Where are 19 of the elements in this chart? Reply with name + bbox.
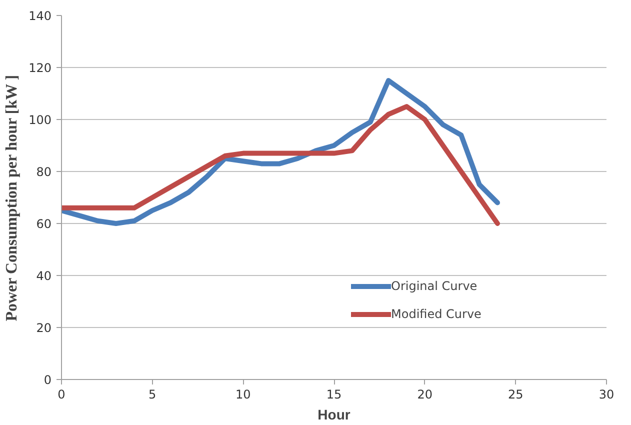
x-tick-label: 10: [236, 388, 251, 402]
x-tick-label: 15: [326, 388, 342, 402]
y-tick-label: 120: [28, 61, 52, 75]
y-tick-label: 0: [44, 373, 52, 387]
y-tick-label: 60: [36, 217, 52, 231]
legend-label: Original Curve: [391, 279, 478, 293]
legend-label: Modified Curve: [391, 307, 482, 321]
y-tick-label: 20: [36, 321, 52, 335]
y-tick-label: 100: [28, 113, 52, 127]
x-tick-label: 0: [58, 388, 66, 402]
y-axis-title: Power Consumption per hour [kW ]: [4, 74, 21, 322]
x-axis-title: Hour: [318, 406, 351, 422]
x-tick-label: 30: [598, 388, 614, 402]
x-tick-label: 5: [148, 388, 156, 402]
y-tick-label: 140: [28, 9, 52, 23]
x-tick-label: 25: [508, 388, 524, 402]
x-tick-label: 20: [417, 388, 432, 402]
y-tick-label: 80: [36, 165, 52, 179]
y-tick-label: 40: [36, 269, 52, 283]
